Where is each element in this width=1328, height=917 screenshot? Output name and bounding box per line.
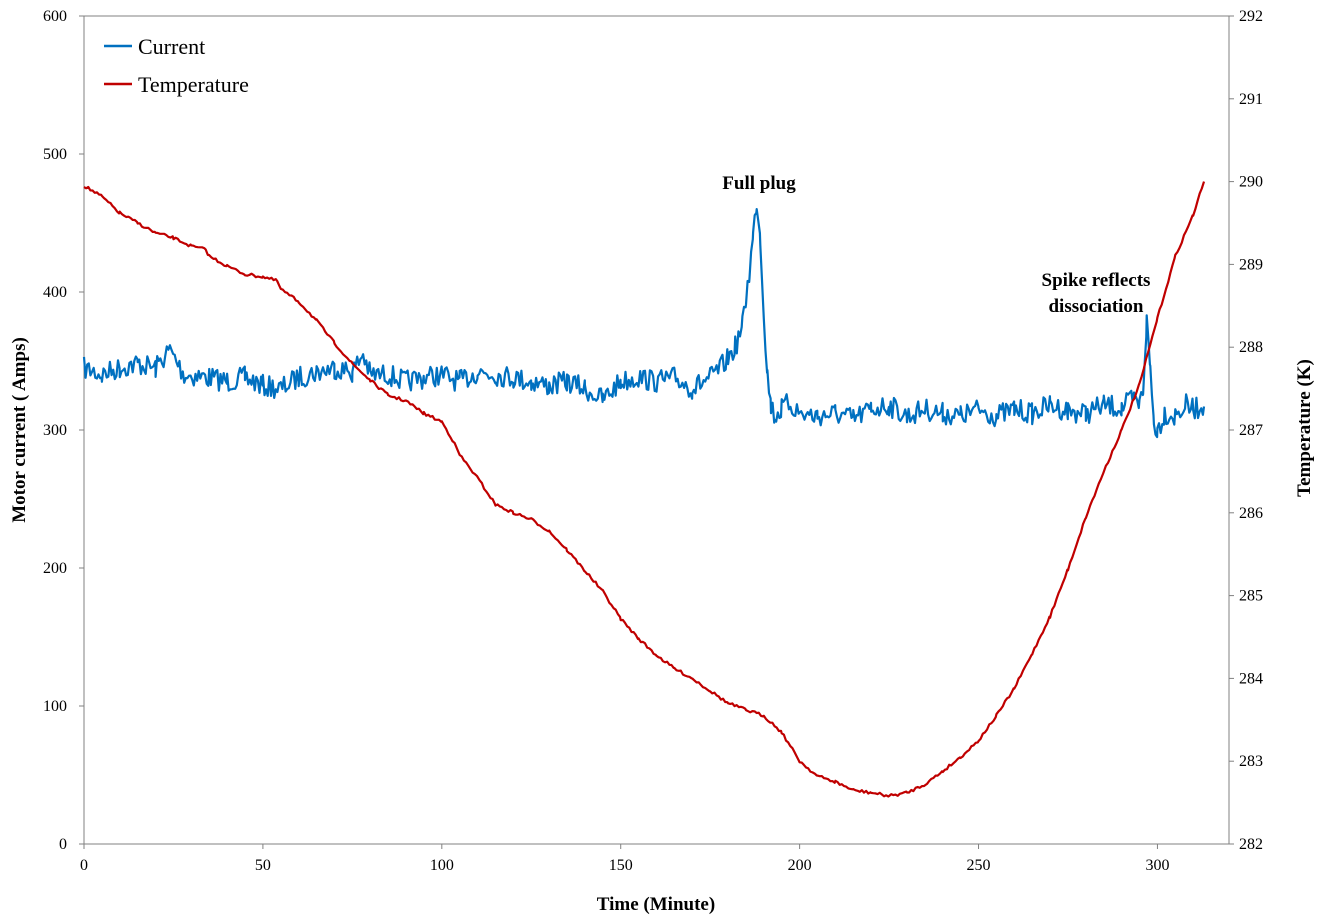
x-axis-title: Time (Minute) [597, 894, 715, 915]
right-y-tick-label: 289 [1239, 256, 1263, 273]
right-y-tick-label: 287 [1239, 422, 1263, 439]
annotation-spike-line-1: Spike reflects [1042, 270, 1151, 291]
right-y-tick-label: 290 [1239, 174, 1263, 191]
left-y-tick-label: 300 [43, 422, 67, 439]
x-tick-label: 250 [967, 857, 991, 874]
plot-area [83, 15, 1230, 845]
right-y-tick-label: 291 [1239, 91, 1263, 108]
series-current-line [82, 208, 1206, 439]
x-tick-label: 150 [609, 857, 633, 874]
right-y-tick-label: 292 [1239, 8, 1263, 25]
right-y-tick-label: 286 [1239, 505, 1263, 522]
right-y-tick-label: 282 [1239, 836, 1263, 853]
x-tick-label: 0 [80, 857, 88, 874]
left-y-axis-ticks: 0 100 200 300 400 500 600 [43, 8, 84, 853]
right-y-tick-label: 283 [1239, 753, 1263, 770]
series-temperature-line [83, 181, 1206, 798]
right-y-tick-label: 285 [1239, 588, 1263, 605]
x-tick-label: 50 [255, 857, 271, 874]
left-y-axis-title: Motor current ( Amps) [9, 337, 30, 523]
right-y-tick-label: 288 [1239, 339, 1263, 356]
legend: Current Temperature [104, 34, 249, 97]
x-tick-label: 200 [788, 857, 812, 874]
right-y-axis-title: Temperature (K) [1294, 359, 1315, 497]
legend-label-current: Current [138, 34, 205, 59]
annotation-full-plug: Full plug [722, 173, 796, 194]
left-y-tick-label: 500 [43, 146, 67, 163]
x-axis-ticks: 0 50 100 150 200 250 300 [80, 844, 1169, 874]
right-y-tick-label: 284 [1239, 670, 1263, 687]
left-y-tick-label: 600 [43, 8, 67, 25]
left-y-tick-label: 0 [59, 836, 67, 853]
x-tick-label: 100 [430, 857, 454, 874]
series-layer [82, 181, 1206, 798]
left-y-tick-label: 400 [43, 284, 67, 301]
x-tick-label: 300 [1145, 857, 1169, 874]
legend-label-temperature: Temperature [138, 72, 249, 97]
left-y-tick-label: 200 [43, 560, 67, 577]
right-y-axis-ticks: 282 283 284 285 286 287 288 289 290 291 292 [1229, 8, 1263, 853]
annotation-spike-line-2: dissociation [1048, 296, 1143, 317]
left-y-tick-label: 100 [43, 698, 67, 715]
